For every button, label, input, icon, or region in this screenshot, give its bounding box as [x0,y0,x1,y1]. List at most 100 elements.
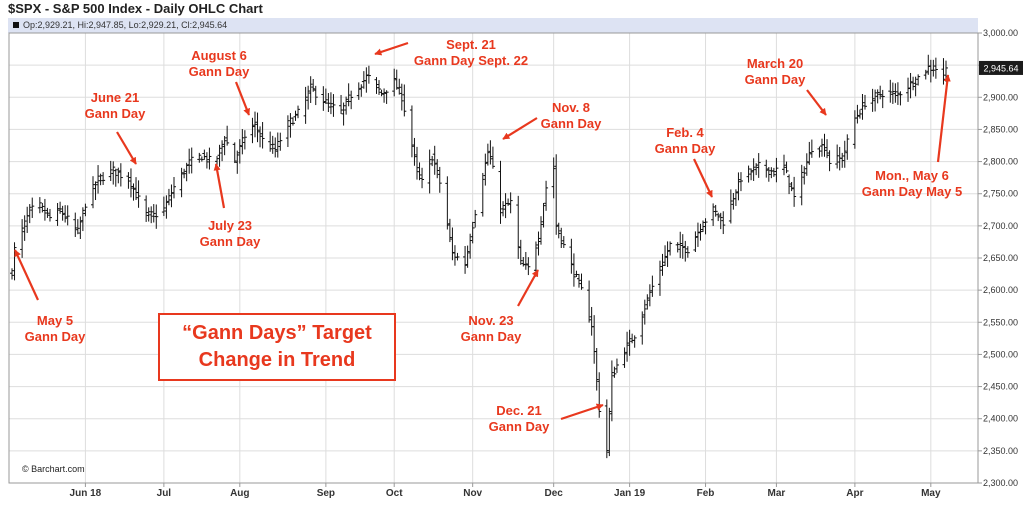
ohlc-bar [928,59,933,83]
ohlc-bar [278,132,283,151]
ohlc-bar [860,94,865,120]
ohlc-bar [576,273,581,288]
ohlc-bar [275,132,280,158]
ohlc-bar [242,130,247,150]
ohlc-bar [303,86,308,124]
ohlc-bar [870,88,875,112]
ohlc-bar [154,204,159,229]
ohlc-bar [270,135,275,154]
ohlc-bar [589,306,594,336]
ohlc-bar [695,222,700,247]
ohlc-bar [845,134,850,160]
ohlc-bar [895,82,900,105]
chart-grid [9,32,978,484]
ohlc-bar [799,164,804,206]
ohlc-bar [326,93,331,112]
ohlc-bar [607,407,612,457]
ohlc-bar [184,162,189,182]
ohlc-bar [574,270,579,277]
ohlc-bar [678,231,683,259]
ohlc-bar [817,146,822,158]
ohlc-bar [118,163,123,187]
ohlc-bar [890,82,895,104]
ohlc-bar [835,144,840,169]
ohlc-bar [807,141,812,165]
ohlc-bar [501,201,506,217]
ohlc-bar [116,167,121,184]
ohlc-bar [237,139,242,164]
ohlc-bar [931,59,936,77]
ohlc-bar [913,76,918,97]
ohlc-bar [650,275,655,297]
annotation-mar20: March 20 Gann Day [744,56,806,87]
ohlc-bar [802,166,807,185]
x-axis: Jun 18 Jul Aug Sep Oct Nov Dec Jan 19 Feb Mar Apr M… [70,483,941,499]
y-tick-label: 2,850.00 [983,124,1018,134]
ohlc-bar [45,207,50,218]
ohlc-bar [339,94,344,114]
ohlc-bar [733,189,738,206]
ohlc-bar [840,152,845,168]
ohlc-bar [202,149,207,160]
ohlc-bar [908,72,913,99]
ohlc-bar [96,165,101,194]
ohlc-bar [397,78,402,95]
ohlc-bar [863,94,868,110]
ohlc-bar [20,219,25,258]
ohlc-bar [721,211,726,235]
ohlc-bar [455,252,460,261]
ohlc-bar [306,85,311,110]
ohlc-bar [399,83,404,111]
ohlc-bar [804,153,809,176]
ohlc-bar [663,245,668,267]
ohlc-bar [875,89,880,104]
arrow-aug6 [234,81,251,116]
ohlc-bar [668,241,673,256]
ohlc-bar [166,188,171,206]
ohlc-bar [587,280,592,323]
ohlc-bar [331,94,336,117]
ohlc-bar [665,241,670,267]
ohlc-bar [516,195,521,259]
ohlc-bar [809,139,814,158]
x-tick-label: Jun 18 [70,488,102,499]
ohlc-bar [296,105,301,119]
ohlc-bar [711,203,716,227]
ohlc-bar [787,174,792,195]
ohlc-bar [126,172,131,189]
ohlc-readout-bar: Op:2,929.21, Hi:2,947.85, Lo:2,929.21, C… [8,18,978,33]
ohlc-bar [111,161,116,185]
ohlc-bar [784,161,789,174]
y-tick-label: 2,400.00 [983,414,1018,424]
ohlc-bar [480,172,485,217]
annotation-aug6: August 6 Gann Day [188,48,250,79]
ohlc-bar [222,136,227,156]
ohlc-bar [746,165,751,183]
ohlc-bar [751,158,756,181]
ohlc-bar [161,196,166,217]
annotation-may5: May 5 Gann Day [24,313,86,344]
ohlc-bar [149,206,154,224]
annotation-feb4: Feb. 4 Gann Day [654,125,716,156]
ohlc-bar [108,160,113,182]
ohlc-bar [113,168,118,187]
last-price-marker: 2,945.64 [979,60,1023,75]
y-tick-label: 2,450.00 [983,382,1018,392]
ohlc-bar [55,202,60,226]
ohlc-bar [447,218,452,243]
ohlc-bar [40,202,45,213]
ohlc-bar [136,180,141,208]
ohlc-bar [657,260,662,296]
ohlc-bar [923,69,928,80]
ohlc-bar [749,168,754,181]
arrow-nov8 [502,117,538,140]
arrow-sep21 [374,41,409,56]
ohlc-bar [311,79,316,92]
ohlc-bar [187,148,192,174]
ohlc-bar [58,201,63,214]
price-bars [10,54,948,459]
ohlc-bar [559,227,564,248]
ohlc-bar [880,89,885,109]
ohlc-bar [683,240,688,262]
